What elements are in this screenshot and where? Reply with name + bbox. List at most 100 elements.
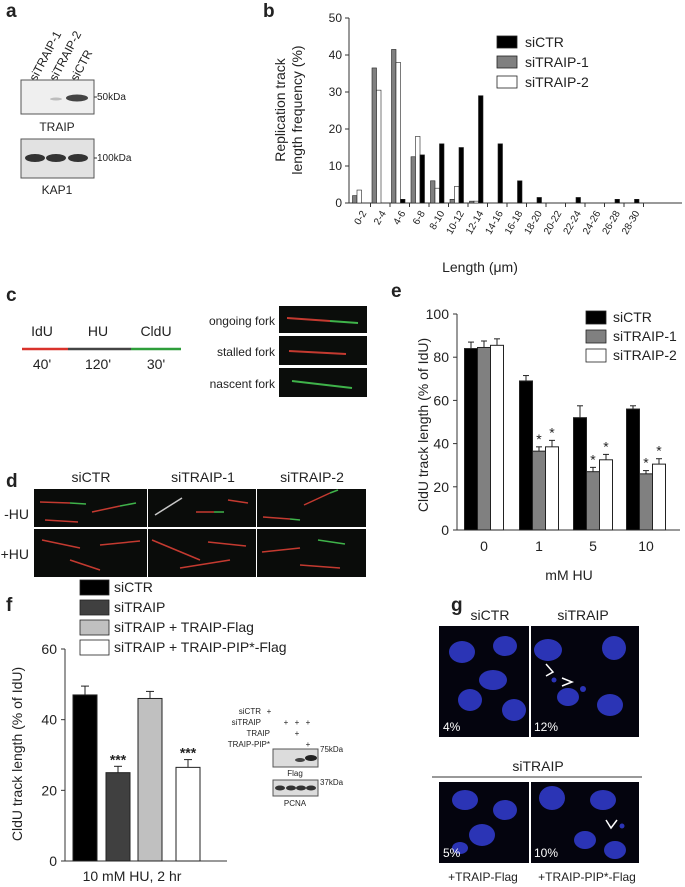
- row-label: -HU: [4, 506, 29, 522]
- arrowhead: [605, 819, 618, 830]
- blot-row-label: TRAIP: [246, 729, 270, 738]
- micrograph: [257, 529, 366, 577]
- legend-swatch: [585, 329, 607, 344]
- panel-label-d: d: [6, 471, 18, 492]
- image-label: siTRAIP: [557, 607, 608, 623]
- panel-label-g: g: [451, 595, 463, 616]
- legend-swatch: [496, 75, 518, 89]
- marker-75kda: 75kDa: [320, 745, 344, 754]
- column-label: siTRAIP-2: [280, 469, 344, 485]
- blot-band: [50, 97, 62, 101]
- blot-mark: +: [284, 718, 289, 727]
- image-caption: +TRAIP-Flag: [448, 870, 518, 884]
- bar-siTRAIP-2: [473, 200, 479, 204]
- bar-siTRAIP-1: [477, 346, 491, 531]
- flag-blot: [272, 748, 319, 768]
- y-tick-label: 20: [329, 122, 343, 136]
- significance-star: *: [536, 431, 542, 447]
- bar-siTRAIP-2: [434, 187, 440, 204]
- micrograph: [34, 529, 147, 577]
- percent-label: 5%: [443, 846, 461, 860]
- y-tick-label: 80: [433, 349, 449, 365]
- x-tick-label: 10: [638, 538, 654, 554]
- panel-label-f: f: [6, 595, 13, 616]
- blot-band: [275, 785, 285, 791]
- x-tick-label: 8-10: [428, 209, 448, 232]
- traip-blot-label: TRAIP: [39, 120, 74, 134]
- x-axis-title: Length (μm): [442, 259, 518, 275]
- bar-siTRAIP-1: [532, 450, 546, 531]
- marker-100kda: 100kDa: [97, 153, 132, 164]
- bar-siCTR: [573, 417, 587, 531]
- row-label: +HU: [1, 546, 29, 562]
- blot-marks: + + + + + +: [267, 707, 311, 749]
- significance-star: *: [603, 438, 609, 454]
- fork-label: ongoing fork: [209, 314, 276, 328]
- image-caption: +TRAIP-PIP*-Flag: [538, 870, 636, 884]
- x-tick-label: 2-4: [372, 209, 389, 227]
- legend-swatch: [496, 35, 518, 49]
- blot-mark: +: [295, 718, 300, 727]
- blot-mark: +: [267, 707, 272, 716]
- fiber-green: [329, 320, 359, 324]
- blot-row-label: TRAIP-PIP*: [228, 740, 270, 749]
- legend-label: siTRAIP + TRAIP-PIP*-Flag: [114, 639, 287, 655]
- y-axis-title-line: length frequency (%): [289, 45, 305, 174]
- significance-star: ***: [110, 751, 127, 767]
- bar-siCTR: [458, 147, 464, 204]
- y-tick-label: 50: [329, 11, 343, 25]
- y-tick-label: 40: [329, 48, 343, 62]
- arrowhead: [545, 663, 555, 677]
- legend-swatch: [79, 579, 110, 596]
- legend-swatch: [585, 348, 607, 363]
- bar-siCTR: [536, 197, 542, 204]
- bar-siTRAIP-1: [586, 471, 600, 531]
- micrograph: [148, 489, 256, 527]
- bar-siTRAIP-2: [454, 186, 460, 204]
- segment-label-idu: IdU: [31, 323, 53, 339]
- fiber-green: [291, 380, 353, 389]
- column-label: siTRAIP-1: [171, 469, 235, 485]
- panel-a: siTRAIP-1 siTRAIP-2 siCTR 50kDa TRAIP 10…: [20, 28, 132, 197]
- blot-band: [286, 785, 296, 791]
- bar-siTRAIP-1: [449, 199, 455, 204]
- bar-siTRAIP-1: [639, 473, 653, 531]
- x-tick-label: 18-20: [523, 209, 546, 237]
- time-label: 120': [85, 356, 111, 372]
- bar-siCTR: [497, 143, 503, 204]
- legend-swatch: [585, 310, 607, 325]
- blot-band: [296, 785, 306, 791]
- y-tick-label: 0: [335, 196, 342, 210]
- bar-siCTR: [478, 95, 484, 204]
- micrograph: [257, 489, 366, 527]
- percent-label: 12%: [534, 720, 558, 734]
- legend-label: siCTR: [525, 34, 564, 50]
- x-axis-title: 10 mM HU, 2 hr: [83, 868, 182, 884]
- legend-swatch: [79, 599, 110, 616]
- panel-g: siCTR siTRAIP 4% 12% siTRAIP 5% 10%: [432, 607, 642, 884]
- image-label: siCTR: [471, 607, 510, 623]
- bar-siCTR: [575, 197, 581, 204]
- bar-siTRAIP-1: [410, 156, 416, 204]
- blot-row-label: siTRAIP: [232, 718, 261, 727]
- kap1-blot-label: KAP1: [42, 183, 73, 197]
- fiber-tracks: [39, 489, 346, 571]
- legend-label: siCTR: [613, 309, 652, 325]
- bar-siTRAIP-2: [652, 463, 666, 531]
- x-tick-label: 28-30: [620, 209, 643, 237]
- bar: [175, 766, 201, 862]
- fiber-image-nascent: [279, 368, 367, 397]
- bar-siCTR: [634, 199, 640, 204]
- panel-label-a: a: [6, 1, 17, 22]
- y-tick-label: 40: [41, 712, 57, 728]
- legend-label: siTRAIP-2: [613, 347, 677, 363]
- bar-siCTR: [439, 143, 445, 204]
- fiber-red: [286, 317, 331, 322]
- time-label: 30': [147, 356, 165, 372]
- x-tick-label: 22-24: [562, 209, 585, 237]
- x-tick-label: 20-22: [542, 209, 565, 237]
- blot-mark: +: [295, 729, 300, 738]
- blot-band: [295, 758, 305, 762]
